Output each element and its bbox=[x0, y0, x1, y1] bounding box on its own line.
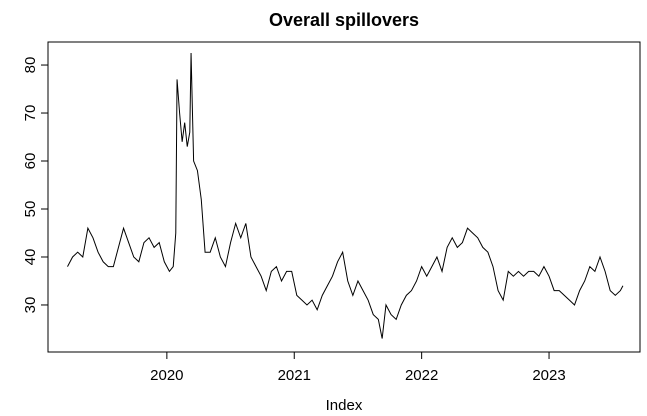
y-tick-label: 60 bbox=[22, 153, 39, 170]
x-axis-label: Index bbox=[326, 397, 363, 414]
y-tick-label: 80 bbox=[22, 57, 39, 74]
plot-box bbox=[47, 41, 641, 353]
y-tick-label: 40 bbox=[22, 249, 39, 266]
line-series bbox=[67, 53, 624, 339]
y-tick-label: 50 bbox=[22, 201, 39, 218]
x-tick-label: 2023 bbox=[532, 367, 565, 384]
x-tick-label: 2022 bbox=[405, 367, 438, 384]
y-tick-label: 30 bbox=[22, 297, 39, 314]
x-tick-label: 2021 bbox=[278, 367, 311, 384]
y-tick-label: 70 bbox=[22, 105, 39, 122]
x-tick-label: 2020 bbox=[150, 367, 183, 384]
chart-title: Overall spillovers bbox=[269, 10, 419, 30]
